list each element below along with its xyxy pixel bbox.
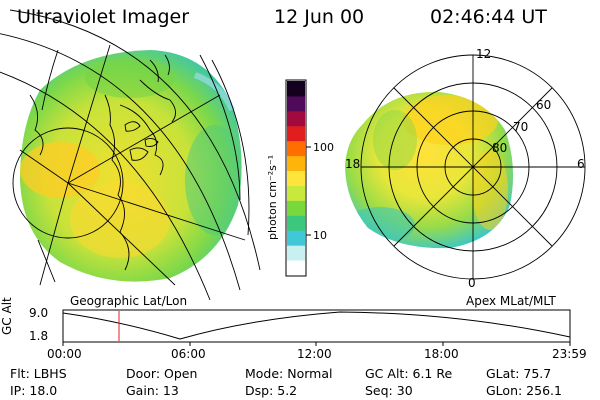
colorbar-cell [287,215,305,231]
coastlines [29,49,176,283]
colorbar-cell [287,81,305,97]
colorbar-tick-100: 100 [313,141,334,154]
mlt-label-18: 18 [345,157,361,171]
time-tick-0000: 00:00 [47,347,82,361]
time-tick-0600: 06:00 [171,347,206,361]
dsp-status: Dsp: 5.2 [245,383,298,398]
time-tick-2359: 23:59 [552,347,587,361]
colorbar-cell [287,185,305,201]
gc-alt-axis-label: GC Alt [0,297,14,335]
seq-status: Seq: 30 [365,383,413,398]
time-tick-1200: 12:00 [297,347,332,361]
colorbar [285,79,311,277]
polar-image [345,91,514,249]
ip-status: IP: 18.0 [10,383,58,398]
altitude-plot [62,309,571,346]
mlt-label-6: 6 [577,157,585,171]
colorbar-cell [287,125,305,142]
colorbar-cell [287,245,305,261]
polar-grid [360,54,586,280]
alt-tick-low: 1.8 [29,329,49,343]
filter-status: Flt: LBHS [10,366,67,381]
colorbar-unit-label: photon cm⁻²s⁻¹ [266,154,279,240]
glat-status: GLat: 75.7 [486,366,552,381]
date-label: 12 Jun 00 [274,6,365,28]
alt-tick-high: 9.0 [29,306,49,320]
glon-status: GLon: 256.1 [486,383,562,398]
mlt-label-0: 0 [468,276,476,290]
colorbar-cell [287,110,305,127]
mlat-label-60: 60 [536,98,552,112]
door-status: Door: Open [126,366,198,381]
colorbar-tick-10: 10 [313,229,327,242]
time-label: 02:46:44 UT [430,6,547,28]
colorbar-cell [287,170,305,186]
geographic-image [20,50,242,282]
colorbar-cell [287,140,305,157]
mlat-label-70: 70 [513,120,529,134]
mode-status: Mode: Normal [245,366,333,381]
apex-caption: Apex MLat/MLT [466,294,556,308]
colorbar-cell [287,260,305,276]
geographic-graticule [0,9,261,301]
mlat-label-80: 80 [492,141,508,155]
time-tick-1800: 18:00 [424,347,459,361]
colorbar-cell [287,200,305,216]
gain-status: Gain: 13 [126,383,179,398]
geographic-caption: Geographic Lat/Lon [70,294,188,308]
mlt-label-12: 12 [476,47,492,61]
colorbar-cell [287,230,305,246]
colorbar-cell [287,95,305,112]
instrument-title: Ultraviolet Imager [17,6,190,28]
gc-alt-status: GC Alt: 6.1 Re [365,366,453,381]
colorbar-cell [287,155,305,172]
